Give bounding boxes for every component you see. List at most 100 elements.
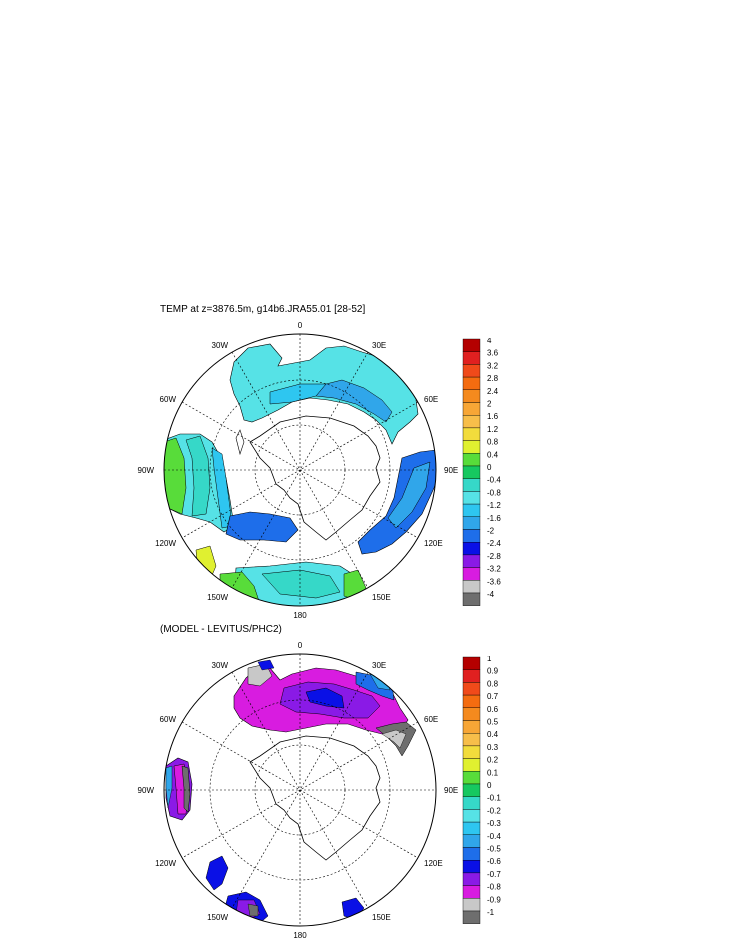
colorbar-label: 0.7 [487,692,499,701]
colorbar-swatch [462,821,481,836]
lon-label-90e: 90E [444,466,458,475]
colorbar-swatch [462,465,481,479]
colorbar-label: 0.2 [487,756,499,765]
panel2-colorbar: 1 0.9 0.8 0.7 0.6 0.5 0.4 0.3 0.2 0.1 0 -0.1 -0.2 -0.… [462,656,501,924]
colorbar-swatch [462,567,481,581]
lon-label-120w: 120W [155,539,176,548]
colorbar-label: 0 [487,781,492,790]
lon-label-120w: 120W [155,859,176,868]
colorbar-swatch [462,834,481,848]
colorbar-label: 3.2 [487,361,499,370]
colorbar-label: -0.3 [487,819,501,828]
colorbar-swatch [462,351,481,365]
colorbar-swatch [462,859,481,874]
colorbar-label: 0.9 [487,667,499,676]
colorbar-label: -2.4 [487,539,501,548]
antarctica-coast-2 [249,735,381,861]
colorbar-swatch [462,529,481,543]
lon-label-150e: 150E [372,593,391,602]
colorbar-swatch [462,910,481,924]
colorbar-label: -1.2 [487,501,501,510]
colorbar-swatch [462,478,481,492]
colorbar-swatch [462,694,481,708]
colorbar-swatch [462,503,481,518]
colorbar-swatch [462,707,481,721]
colorbar-label: -0.8 [487,883,501,892]
colorbar-swatch [462,402,481,416]
colorbar-swatch [462,491,481,505]
colorbar-label: 0.4 [487,730,499,739]
panel2-map: 0 180 90W 90E 30W 60W 120W 150W 30E 60E … [138,641,459,940]
colorbar-swatch [462,872,481,886]
colorbar-swatch [462,554,481,568]
colorbar-label: 4 [487,338,492,345]
lon-label-150w: 150W [207,593,228,602]
colorbar-swatch [462,389,481,403]
lon-label-0: 0 [298,321,303,330]
colorbar-label: -4 [487,590,495,599]
colorbar-swatch [462,440,481,454]
colorbar-label: -1 [487,908,495,917]
lon-label-90w: 90W [138,466,155,475]
colorbar-swatch [462,898,481,912]
colorbar-swatch [462,809,481,823]
colorbar-swatch [462,580,481,594]
colorbar-swatch [462,541,481,556]
colorbar-label: -2.8 [487,552,501,561]
colorbar-label: 0.1 [487,768,499,777]
panel2-title: (MODEL - LEVITUS/PHC2) [160,624,282,635]
lon-label-90e: 90E [444,786,458,795]
lon-label-30w: 30W [212,661,229,670]
colorbar-swatch [462,745,481,759]
panel2-grid [164,654,436,926]
field-pacific-south [225,511,299,543]
colorbar-label: 2 [487,400,492,409]
colorbar-swatch [462,592,481,606]
colorbar-swatch [462,376,481,390]
colorbar-swatch [462,796,481,810]
panel1-colorbar: 4 3.6 3.2 2.8 2.4 2 1.6 1.2 0.8 0.4 0 -0.4 -0.8 -1.2 -… [462,338,501,606]
colorbar-swatch [462,669,481,683]
colorbar-label: 0.6 [487,705,499,714]
colorbar-label: -0.6 [487,857,501,866]
lon-label-120e: 120E [424,859,443,868]
colorbar-label: -3.6 [487,577,501,586]
colorbar-swatch [462,656,481,670]
colorbar-swatch [462,885,481,899]
panel1-grid [164,334,436,606]
colorbar-swatch [462,720,481,734]
colorbar-label: -0.4 [487,832,501,841]
colorbar-label: 0 [487,463,492,472]
colorbar-label: 1.6 [487,412,499,421]
lon-label-60e: 60E [424,395,438,404]
lon-label-60e: 60E [424,715,438,724]
colorbar-swatch [462,516,481,530]
lon-label-90w: 90W [138,786,155,795]
colorbar-swatch [462,427,481,441]
colorbar-label: 3.6 [487,349,499,358]
colorbar-label: 1 [487,656,492,663]
colorbar-label: 0.5 [487,718,499,727]
colorbar-label: -0.8 [487,488,501,497]
colorbar-label: 1.2 [487,425,499,434]
colorbar-label: 0.4 [487,450,499,459]
lon-label-0: 0 [298,641,303,650]
colorbar-swatch [462,682,481,696]
lon-label-180: 180 [293,611,307,620]
colorbar-swatch [462,732,481,747]
colorbar-label: 0.8 [487,438,499,447]
colorbar-swatch [462,364,481,378]
colorbar-swatch [462,453,481,467]
lon-label-150e: 150E [372,913,391,922]
colorbar-label: -0.2 [487,806,501,815]
colorbar-swatch [462,338,481,352]
colorbar-swatch [462,414,481,429]
colorbar-swatch [462,758,481,772]
colorbar-label: -3.2 [487,565,501,574]
colorbar-label: -0.7 [487,870,501,879]
panel1-title: TEMP at z=3876.5m, g14b6.JRA55.01 [28-52… [160,304,366,315]
colorbar-label: 0.3 [487,743,499,752]
colorbar-swatch [462,847,481,861]
lon-label-60w: 60W [160,715,177,724]
colorbar-swatch [462,771,481,785]
